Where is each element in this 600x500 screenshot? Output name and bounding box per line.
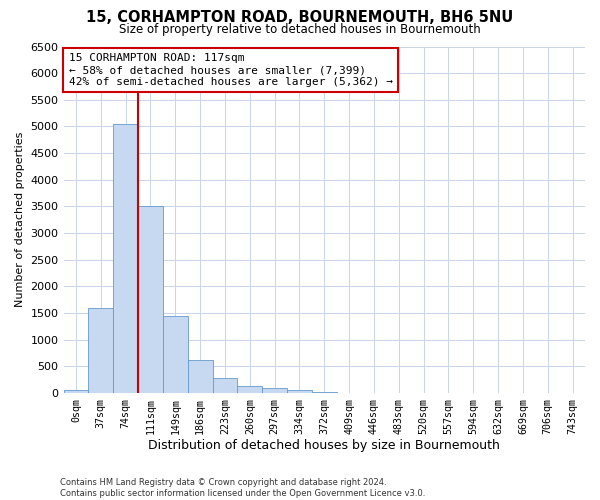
- Bar: [113, 124, 138, 393]
- X-axis label: Distribution of detached houses by size in Bournemouth: Distribution of detached houses by size …: [148, 440, 500, 452]
- Text: Contains HM Land Registry data © Crown copyright and database right 2024.
Contai: Contains HM Land Registry data © Crown c…: [60, 478, 425, 498]
- Bar: [312, 392, 337, 393]
- Bar: [64, 390, 88, 393]
- Bar: [138, 206, 163, 393]
- Text: 15, CORHAMPTON ROAD, BOURNEMOUTH, BH6 5NU: 15, CORHAMPTON ROAD, BOURNEMOUTH, BH6 5N…: [86, 10, 514, 25]
- Y-axis label: Number of detached properties: Number of detached properties: [15, 132, 25, 308]
- Bar: [287, 390, 312, 393]
- Text: 15 CORHAMPTON ROAD: 117sqm
← 58% of detached houses are smaller (7,399)
42% of s: 15 CORHAMPTON ROAD: 117sqm ← 58% of deta…: [69, 54, 393, 86]
- Text: Size of property relative to detached houses in Bournemouth: Size of property relative to detached ho…: [119, 22, 481, 36]
- Bar: [212, 378, 238, 393]
- Bar: [238, 386, 262, 393]
- Bar: [262, 388, 287, 393]
- Bar: [188, 360, 212, 393]
- Bar: [163, 316, 188, 393]
- Bar: [88, 308, 113, 393]
